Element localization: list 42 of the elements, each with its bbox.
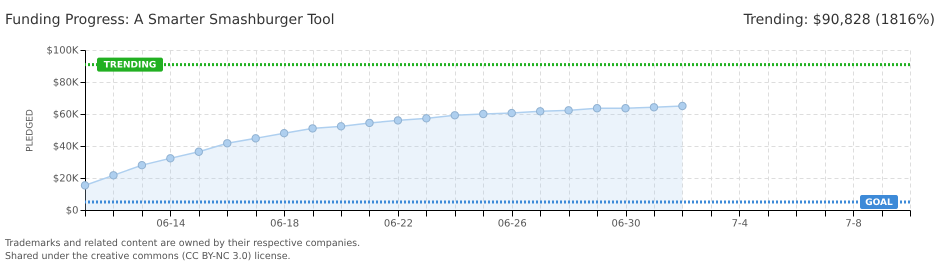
point (109, 171, 118, 180)
text: Shared under the creative commons (CC BY-NC 3.0) license. (5, 251, 291, 262)
point (280, 129, 288, 138)
x-tick-label: 7-4 (732, 218, 748, 230)
point (650, 103, 658, 112)
x-tick-label: 06-14 (156, 218, 186, 230)
y-tick-label: $80K (52, 78, 79, 88)
y-tick-label: $60K (52, 110, 79, 120)
chart-title: Funding Progress: A Smarter Smashburger Tool (5, 12, 335, 28)
point (621, 104, 630, 112)
point (223, 139, 232, 148)
point (80, 181, 90, 190)
point (251, 134, 260, 143)
y-axis-title: PLEDGED (25, 109, 36, 152)
point (138, 161, 146, 170)
text: Trademarks and related content are owned by their respective companies. (4, 238, 360, 249)
point (678, 102, 687, 110)
point (536, 107, 544, 116)
point (394, 116, 402, 125)
x-tick-label: 06-18 (270, 218, 300, 230)
y-tick-label: $0 (66, 206, 78, 216)
point (592, 104, 602, 112)
point (166, 154, 175, 163)
x-tick-label: 06-22 (384, 218, 413, 230)
y-tick-label: $40K (52, 142, 79, 152)
y-tick-label: $20K (52, 174, 79, 184)
x-tick-label: 06-26 (498, 218, 527, 230)
ref-line-label: TRENDING (104, 60, 156, 71)
chart-subtitle: Trending: $90,828 (1816%) (742, 12, 935, 28)
point (508, 108, 516, 118)
point (194, 148, 203, 156)
point (422, 114, 431, 123)
point (564, 106, 573, 115)
x-tick-label: 7-8 (845, 218, 862, 230)
ref-line-label: GOAL (865, 198, 894, 208)
point (479, 110, 488, 118)
x-tick-label: 06-30 (611, 218, 641, 230)
point (365, 118, 374, 128)
point (336, 122, 346, 131)
point (450, 111, 460, 120)
y-tick-label: $100K (46, 46, 79, 56)
point (308, 124, 317, 133)
